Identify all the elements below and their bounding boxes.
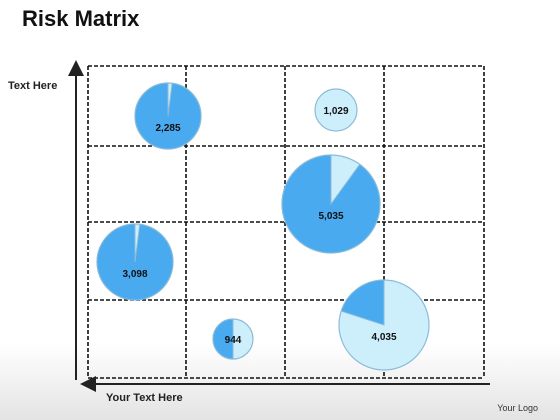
bubble-4: 944 [212,318,254,360]
bubble-label: 5,035 [318,211,343,222]
bubble-label: 3,098 [122,269,147,280]
bubble-label: 944 [225,335,242,346]
bubble-label: 2,285 [155,123,180,134]
bubble-label: 1,029 [323,106,348,117]
bubble-2: 5,035 [281,154,381,254]
bubble-filled-slice [212,318,234,360]
bubbles: 2,285 1,029 5,035 3,098 944 4,035 [96,82,430,371]
page-title: Risk Matrix [22,6,140,31]
bubble-filled-slice [281,154,381,254]
y-axis-label: Text Here [8,80,58,92]
footer-logo: Your Logo [497,403,538,413]
bubble-5: 4,035 [338,279,430,371]
bubble-base [314,88,358,132]
x-axis-label: Your Text Here [106,392,183,404]
bubble-3: 3,098 [96,223,174,301]
bubble-0: 2,285 [134,82,202,150]
bubble-filled-slice [340,279,385,326]
bubble-filled-slice [134,82,202,150]
bubble-label: 4,035 [371,332,396,343]
bubble-1: 1,029 [314,88,358,132]
bubble-filled-slice [96,223,174,301]
